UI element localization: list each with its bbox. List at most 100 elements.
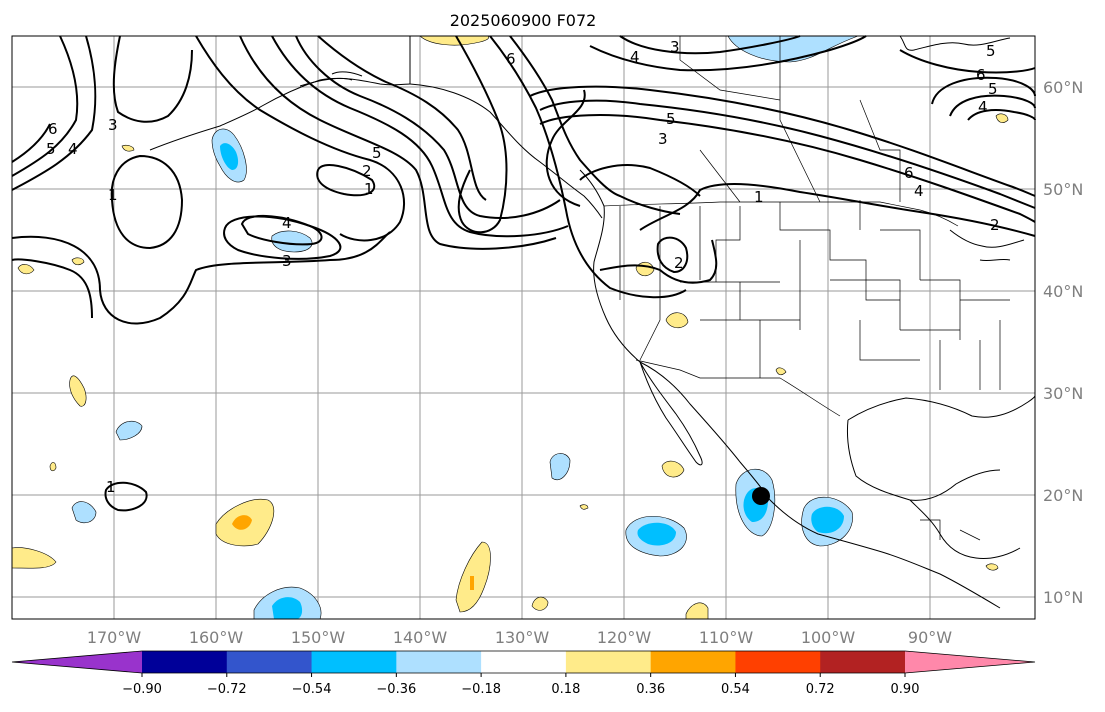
lon-label: 150°W [291, 628, 346, 647]
contour-line [271, 35, 569, 238]
colorbar: −0.90 −0.72 −0.54 −0.36 −0.18 0.18 0.36 0.54 0.7… [11, 650, 1036, 697]
lon-label: 170°W [87, 628, 142, 647]
contour-line [11, 231, 391, 325]
contour-label: 4 [68, 140, 78, 158]
colorbar-tick-label: 0.36 [636, 682, 665, 697]
patch-yellow [419, 35, 490, 46]
coast-yucatan [909, 499, 1021, 559]
lat-label: 20°N [1043, 486, 1083, 505]
map-background [12, 36, 1035, 619]
contour-line [104, 481, 148, 512]
contour-label: 3 [670, 38, 680, 56]
patch-yellow [661, 460, 685, 478]
colorbar-ticks: −0.90 −0.72 −0.54 −0.36 −0.18 0.18 0.36 0.54 0.7… [122, 673, 919, 697]
colorbar-segment [481, 651, 567, 673]
map-frame [11, 35, 1036, 620]
lat-label: 10°N [1043, 588, 1083, 607]
colorbar-tick-label: −0.72 [207, 682, 247, 697]
contour-line [589, 35, 867, 72]
contour-label: 1 [108, 186, 118, 204]
patch-yellow [531, 596, 549, 611]
lat-label: 60°N [1043, 78, 1083, 97]
contour-line [899, 49, 1036, 74]
contour-label: 1 [106, 478, 116, 496]
patch-yellow [69, 375, 87, 407]
colorbar-segments [11, 650, 1036, 674]
contour-line [316, 164, 376, 197]
contour-label: 5 [372, 144, 382, 162]
patch-yellow [635, 261, 655, 277]
patch-yellow [121, 144, 135, 152]
contour-line [619, 35, 801, 55]
contour-line [949, 94, 1036, 117]
colorbar-tick-label: 0.90 [891, 682, 920, 697]
graticule [12, 36, 1035, 619]
contour-label: 1 [364, 180, 374, 198]
contour-line [112, 35, 193, 123]
patch-cyan [220, 143, 239, 170]
contour-line [317, 35, 487, 201]
colorbar-segment [311, 651, 397, 673]
coast-great-lakes [949, 229, 1025, 262]
shaded-anomalies [11, 35, 1009, 620]
location-marker [752, 487, 770, 505]
colorbar-segment [905, 651, 1035, 673]
contour-line [455, 35, 508, 234]
patch-yellow [665, 312, 689, 329]
contour-label: 2 [674, 254, 684, 272]
patch-lightblue [549, 453, 571, 480]
map-title: 2025060900 F072 [450, 11, 597, 30]
contour-label: 4 [914, 182, 924, 200]
patch-cyan [811, 506, 844, 534]
contour-line [11, 35, 97, 191]
colorbar-tick-label: −0.18 [461, 682, 501, 697]
contour-labels: 6 5 4 3 1 5 2 1 4 3 6 4 3 5 3 1 6 5 4 4 … [46, 38, 1000, 496]
contour-label: 5 [46, 140, 56, 158]
colorbar-tick-label: 0.18 [551, 682, 580, 697]
contour-line [240, 214, 323, 246]
patch-yellow [71, 257, 85, 266]
coast-baja [639, 361, 703, 466]
contour-line [295, 35, 561, 219]
patch-yellow [49, 462, 57, 472]
contour-label: 6 [904, 164, 914, 182]
contour-label: 5 [986, 42, 996, 60]
contour-label: 3 [282, 252, 292, 270]
contour-line [639, 183, 1036, 237]
contour-label: 2 [362, 162, 372, 180]
colorbar-segment [650, 651, 736, 673]
contour-line [545, 89, 586, 207]
contour-label: 5 [666, 110, 676, 128]
coast-hudson [899, 35, 1011, 51]
contour-line [599, 239, 718, 284]
contour-line [539, 99, 1036, 209]
canada-provinces [679, 36, 901, 203]
colorbar-segment [396, 651, 482, 673]
coast-ak-pen [299, 71, 363, 87]
lon-label: 140°W [393, 628, 448, 647]
colorbar-segment [820, 651, 906, 673]
contour-line [529, 85, 1036, 197]
contour-line [579, 164, 701, 197]
patch-lightblue [115, 420, 143, 441]
contour-line [539, 114, 1036, 223]
colorbar-segment [226, 651, 313, 673]
lon-label: 90°W [908, 628, 952, 647]
longitude-labels: 170°W 160°W 150°W 140°W 130°W 120°W 110°… [87, 628, 952, 647]
colorbar-segment [142, 651, 228, 673]
patch-yellow [775, 367, 787, 376]
contour-label: 6 [48, 120, 58, 138]
contour-line [967, 109, 1036, 121]
colorbar-tick-label: 0.54 [721, 682, 750, 697]
contour-line [489, 35, 687, 299]
lon-label: 100°W [801, 628, 856, 647]
contour-line [11, 123, 51, 163]
colorbar-tick-label: −0.90 [122, 682, 162, 697]
contour-label: 3 [108, 116, 118, 134]
contour-lines [11, 35, 1036, 512]
contour-label: 2 [990, 216, 1000, 234]
lon-label: 110°W [699, 628, 754, 647]
lon-label: 160°W [189, 628, 244, 647]
map-area: 6 5 4 3 1 5 2 1 4 3 6 4 3 5 3 1 6 5 4 4 … [11, 35, 1036, 620]
contour-label: 4 [630, 48, 640, 66]
